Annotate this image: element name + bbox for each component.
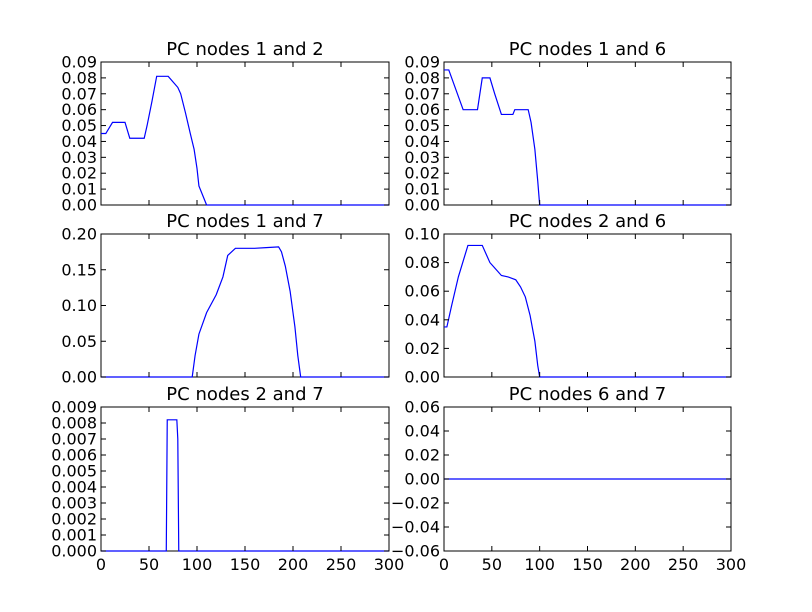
- y-tick-label: 0.08: [404, 253, 440, 272]
- subplot-title: PC nodes 6 and 7: [509, 384, 666, 405]
- y-tick-label: 0.01: [61, 180, 97, 199]
- series-line: [101, 75, 389, 206]
- y-tick-label: 0.03: [61, 148, 97, 167]
- series-line: [101, 419, 389, 552]
- x-tick-label: 250: [668, 555, 699, 574]
- x-tick-label: 200: [278, 555, 309, 574]
- subplot-1: PC nodes 1 and 2 0.000.010.020.030.040.05…: [61, 39, 390, 215]
- x-tick-label: 100: [182, 555, 213, 574]
- y-tick-label: 0.006: [51, 446, 97, 465]
- y-tick-label: 0.07: [404, 84, 440, 103]
- plot-frame: [100, 61, 390, 206]
- y-tick-label: 0.005: [51, 462, 97, 481]
- y-tick-label: 0.008: [51, 414, 97, 433]
- x-tick-label: 250: [326, 555, 357, 574]
- y-tick-label: 0.000: [51, 542, 97, 561]
- y-tick-label: 0.003: [51, 494, 97, 513]
- y-tick-label: 0.09: [404, 53, 440, 72]
- y-tick-label: 0.08: [61, 68, 97, 87]
- x-tick-label: 200: [620, 555, 651, 574]
- plot-frame: [100, 233, 390, 378]
- y-tick-label: 0.00: [404, 470, 440, 489]
- y-tick-label: 0.03: [404, 148, 440, 167]
- subplot-6: PC nodes 6 and 7 −0.06 −0.04 −0.02 0.00 0.02 0…: [391, 384, 746, 574]
- y-tick-label: 0.04: [404, 422, 440, 441]
- subplot-title: PC nodes 1 and 7: [166, 211, 323, 232]
- y-tick-label: 0.01: [404, 180, 440, 199]
- subplot-2: PC nodes 1 and 6 0.000.010.020.030.040.05…: [404, 39, 732, 215]
- x-tick-label: 300: [716, 555, 747, 574]
- y-tick-label: 0.04: [404, 310, 440, 329]
- x-tick-label: 300: [374, 555, 405, 574]
- subplot-4: PC nodes 2 and 6 0.00 0.02 0.04 0.06 0.08 0.10: [404, 211, 732, 387]
- plot-frame: [443, 61, 732, 206]
- subplot-3: PC nodes 1 and 7 0.00 0.05 0.10 0.15 0.20: [61, 211, 390, 387]
- y-tick-label: 0.04: [404, 132, 440, 151]
- y-tick-label: 0.02: [404, 339, 440, 358]
- y-tick-label: 0.06: [404, 398, 440, 417]
- y-tick-label: 0.05: [61, 332, 97, 351]
- series-line: [444, 244, 731, 378]
- y-tick-label: 0.009: [51, 398, 97, 417]
- subplot-title: PC nodes 1 and 6: [509, 39, 666, 60]
- y-tick-label: 0.06: [404, 282, 440, 301]
- series-line: [101, 246, 389, 378]
- subplot-title: PC nodes 2 and 6: [509, 211, 666, 232]
- y-tick-label: 0.02: [404, 446, 440, 465]
- subplot-5: PC nodes 2 and 70.0000.0010.0020.0030.00…: [51, 384, 404, 574]
- y-tick-label: 0.00: [61, 196, 97, 215]
- y-tick-label: −0.04: [391, 518, 440, 537]
- plot-frame: [100, 406, 390, 552]
- subplot-title: PC nodes 2 and 7: [166, 384, 323, 405]
- y-tick-label: 0.004: [51, 478, 97, 497]
- y-tick-label: 0.06: [61, 100, 97, 119]
- y-tick-label: 0.05: [404, 116, 440, 135]
- y-tick-label: 0.09: [61, 53, 97, 72]
- y-tick-label: 0.02: [61, 164, 97, 183]
- y-tick-label: 0.10: [404, 225, 440, 244]
- x-tick-label: 100: [524, 555, 555, 574]
- y-tick-label: 0.07: [61, 84, 97, 103]
- y-tick-label: 0.00: [61, 368, 97, 387]
- y-tick-label: 0.04: [61, 132, 97, 151]
- y-tick-label: 0.08: [404, 68, 440, 87]
- x-tick-label: 50: [482, 555, 502, 574]
- y-tick-label: 0.007: [51, 430, 97, 449]
- y-tick-label: 0.20: [61, 225, 97, 244]
- y-tick-label: 0.00: [404, 368, 440, 387]
- y-tick-label: 0.06: [404, 100, 440, 119]
- x-tick-label: 50: [139, 555, 159, 574]
- y-tick-label: −0.02: [391, 494, 440, 513]
- y-tick-label: −0.06: [391, 542, 440, 561]
- x-tick-label: 0: [439, 555, 449, 574]
- y-tick-label: 0.00: [404, 196, 440, 215]
- y-tick-label: 0.05: [61, 116, 97, 135]
- series-line: [444, 69, 731, 206]
- subplot-title: PC nodes 1 and 2: [166, 39, 323, 60]
- y-tick-label: 0.002: [51, 510, 97, 529]
- y-tick-label: 0.15: [61, 260, 97, 279]
- y-tick-label: 0.02: [404, 164, 440, 183]
- y-tick-label: 0.10: [61, 296, 97, 315]
- y-tick-label: 0.001: [51, 526, 97, 545]
- x-tick-label: 0: [96, 555, 106, 574]
- x-tick-label: 150: [572, 555, 603, 574]
- x-tick-label: 150: [230, 555, 261, 574]
